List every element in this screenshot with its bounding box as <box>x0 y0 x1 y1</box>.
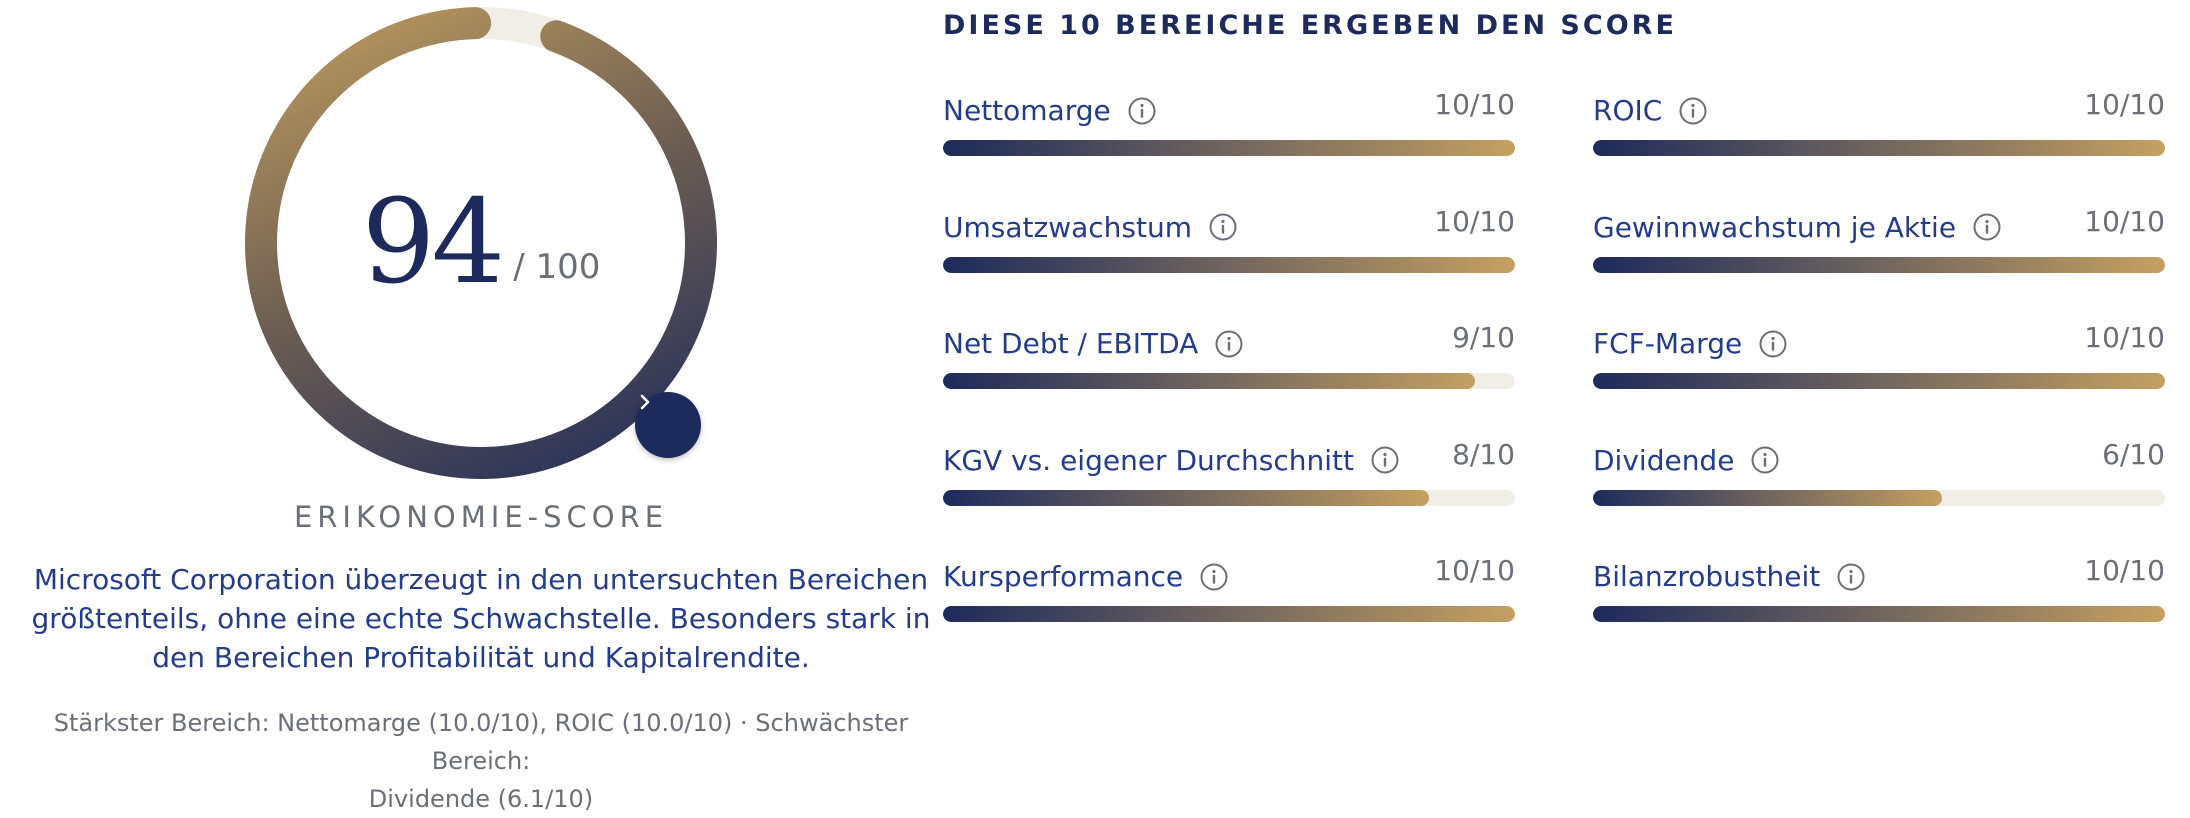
metric-bar-fill <box>1593 606 2165 622</box>
metric-row: Net Debt / EBITDA 9/10 <box>943 313 1515 393</box>
metric-bar-track <box>1593 606 2165 622</box>
score-max: / 100 <box>513 247 601 287</box>
metric-label: Nettomarge <box>943 94 1111 127</box>
metric-score: 10/10 <box>1434 88 1515 121</box>
info-circle-icon[interactable] <box>1214 329 1244 359</box>
metric-bar-track <box>943 606 1515 622</box>
metric-row: Gewinnwachstum je Aktie 10/10 <box>1593 197 2165 277</box>
metric-label-wrap: ROIC <box>1593 94 1708 127</box>
metric-bar-fill <box>943 256 1515 273</box>
metric-row: Dividende 6/10 <box>1593 430 2165 510</box>
score-readout: 94 / 100 <box>244 6 718 480</box>
metric-bar-track <box>1593 140 2165 156</box>
info-circle-icon[interactable] <box>1370 445 1400 475</box>
metric-bar-track <box>943 373 1515 389</box>
metric-bar-fill <box>1593 140 2165 156</box>
metric-label: FCF-Marge <box>1593 327 1743 360</box>
score-details-button[interactable] <box>635 392 701 458</box>
strength-weakness-note: Stärkster Bereich: Nettomarge (10.0/10),… <box>20 704 942 818</box>
metric-bar-track <box>1593 256 2165 273</box>
score-gauge: 94 / 100 <box>244 6 718 480</box>
metric-label: Dividende <box>1593 443 1735 477</box>
score-label: ERIKONOMIE-SCORE <box>293 500 669 534</box>
metric-score: 10/10 <box>2084 88 2165 121</box>
metric-row: Umsatzwachstum 10/10 <box>943 197 1515 277</box>
score-summary: Microsoft Corporation überzeugt in den u… <box>31 563 931 674</box>
metric-row: ROIC 10/10 <box>1593 80 2165 160</box>
metric-score: 9/10 <box>1452 321 1515 354</box>
section-title: DIESE 10 BEREICHE ERGEBEN DEN SCORE <box>943 10 1677 41</box>
metric-label-wrap: Gewinnwachstum je Aktie <box>1593 211 2002 244</box>
metric-score: 10/10 <box>2084 321 2165 354</box>
info-circle-icon[interactable] <box>1972 212 2002 242</box>
metric-bar-track <box>943 489 1515 506</box>
info-circle-icon[interactable] <box>1836 562 1866 592</box>
strength-line: Stärkster Bereich: Nettomarge (10.0/10),… <box>53 709 909 775</box>
metric-label-wrap: Net Debt / EBITDA <box>943 327 1244 360</box>
metric-score: 10/10 <box>1434 554 1515 587</box>
metric-label-wrap: Nettomarge <box>943 94 1157 127</box>
metric-label-wrap: Dividende <box>1593 444 1780 477</box>
metric-score: 10/10 <box>1434 204 1515 238</box>
score-panel: 94 / 100 ERIKONOMIE-SCORE Microsoft Corp… <box>0 0 962 813</box>
metric-label: Bilanzrobustheit <box>1593 560 1821 593</box>
metric-bar-fill <box>1593 373 2165 389</box>
info-circle-icon[interactable] <box>1758 329 1788 359</box>
metric-label-wrap: FCF-Marge <box>1593 327 1788 360</box>
metric-row: FCF-Marge 10/10 <box>1593 313 2165 393</box>
metric-bar-fill <box>1593 256 2165 273</box>
metric-score: 6/10 <box>2102 437 2165 471</box>
score-ring-progress <box>245 7 717 479</box>
metric-score: 10/10 <box>2084 204 2165 238</box>
chevron-right-icon <box>640 394 650 410</box>
metric-label: Umsatzwachstum <box>943 210 1192 244</box>
info-circle-icon[interactable] <box>1750 445 1780 475</box>
metric-label: ROIC <box>1593 94 1663 127</box>
metric-bar-fill <box>943 373 1475 389</box>
metric-row: Bilanzrobustheit 10/10 <box>1593 546 2165 626</box>
info-circle-icon[interactable] <box>1127 96 1157 126</box>
metric-bar-track <box>943 140 1515 156</box>
metric-label-wrap: Umsatzwachstum <box>943 211 1238 244</box>
metric-bar-fill <box>943 606 1515 622</box>
info-circle-icon[interactable] <box>1199 562 1229 592</box>
metric-row: Nettomarge 10/10 <box>943 80 1515 160</box>
info-circle-icon[interactable] <box>1208 212 1238 242</box>
metric-label-wrap: Bilanzrobustheit <box>1593 560 1866 593</box>
score-ring-icon <box>245 7 717 479</box>
weakness-line: Dividende (6.1/10) <box>368 785 594 813</box>
metric-score: 10/10 <box>2084 554 2165 587</box>
metric-label: Net Debt / EBITDA <box>943 327 1199 360</box>
metric-bar-track <box>1593 489 2165 506</box>
metric-label: Kursperformance <box>943 560 1184 593</box>
score-value: 94 <box>361 175 506 310</box>
metric-label-wrap: KGV vs. eigener Durchschnitt <box>943 444 1400 477</box>
metric-row: KGV vs. eigener Durchschnitt 8/10 <box>943 430 1515 510</box>
metric-score: 8/10 <box>1452 437 1515 471</box>
metric-bar-fill <box>1593 489 1942 506</box>
metric-bar-fill <box>943 140 1515 156</box>
metric-row: Kursperformance 10/10 <box>943 546 1515 626</box>
metric-bar-track <box>943 256 1515 273</box>
info-circle-icon[interactable] <box>1678 96 1708 126</box>
metric-bar-fill <box>943 489 1430 506</box>
metric-label-wrap: Kursperformance <box>943 560 1229 593</box>
metric-label: KGV vs. eigener Durchschnitt <box>943 443 1355 477</box>
metric-bar-track <box>1593 373 2165 389</box>
metric-label: Gewinnwachstum je Aktie <box>1593 210 1957 244</box>
